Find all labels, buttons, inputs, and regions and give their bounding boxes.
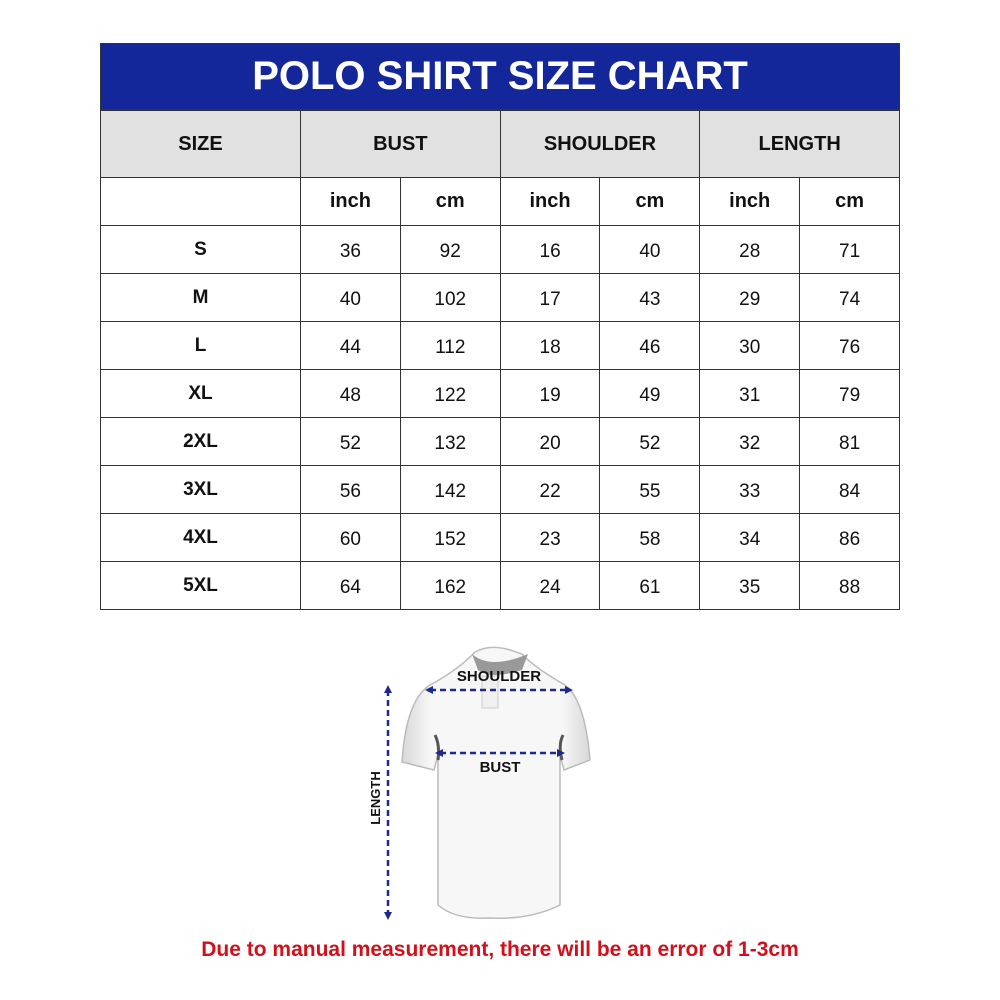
value-cell: 36 <box>300 225 401 274</box>
size-table: SIZE BUST SHOULDER LENGTH inch cm inch c… <box>100 110 900 610</box>
value-cell: 79 <box>799 369 900 418</box>
measurement-note: Due to manual measurement, there will be… <box>201 938 799 961</box>
unit-header: cm <box>399 177 501 226</box>
value-cell: 52 <box>300 417 401 466</box>
unit-header: cm <box>599 177 701 226</box>
value-cell: 102 <box>399 273 501 322</box>
value-cell: 32 <box>699 417 801 466</box>
value-cell: 24 <box>499 561 601 610</box>
value-cell: 35 <box>699 561 801 610</box>
size-cell: XL <box>100 369 301 418</box>
value-cell: 142 <box>399 465 501 514</box>
value-cell: 64 <box>300 561 401 610</box>
value-cell: 74 <box>799 273 900 322</box>
value-cell: 18 <box>499 321 601 370</box>
group-header-row: SIZE BUST SHOULDER LENGTH <box>100 110 900 178</box>
value-cell: 71 <box>799 225 900 274</box>
table-row: 5XL 64 162 24 61 35 88 <box>100 561 900 610</box>
unit-header: inch <box>300 177 401 226</box>
value-cell: 162 <box>399 561 501 610</box>
bust-header: BUST <box>300 110 501 178</box>
value-cell: 46 <box>599 321 701 370</box>
value-cell: 58 <box>599 513 701 562</box>
value-cell: 30 <box>699 321 801 370</box>
size-cell: L <box>100 321 301 370</box>
value-cell: 40 <box>599 225 701 274</box>
value-cell: 33 <box>699 465 801 514</box>
table-row: 2XL 52 132 20 52 32 81 <box>100 417 900 466</box>
shoulder-label: SHOULDER <box>457 668 541 685</box>
value-cell: 81 <box>799 417 900 466</box>
value-cell: 122 <box>399 369 501 418</box>
value-cell: 52 <box>599 417 701 466</box>
value-cell: 17 <box>499 273 601 322</box>
empty-cell <box>100 177 301 226</box>
shoulder-header: SHOULDER <box>499 110 701 178</box>
value-cell: 16 <box>499 225 601 274</box>
value-cell: 56 <box>300 465 401 514</box>
value-cell: 49 <box>599 369 701 418</box>
length-header: LENGTH <box>699 110 900 178</box>
value-cell: 48 <box>300 369 401 418</box>
value-cell: 55 <box>599 465 701 514</box>
bust-label: BUST <box>480 759 521 776</box>
value-cell: 22 <box>499 465 601 514</box>
value-cell: 92 <box>399 225 501 274</box>
value-cell: 29 <box>699 273 801 322</box>
value-cell: 28 <box>699 225 801 274</box>
chart-title: POLO SHIRT SIZE CHART <box>100 43 900 110</box>
value-cell: 40 <box>300 273 401 322</box>
value-cell: 19 <box>499 369 601 418</box>
unit-header: inch <box>699 177 801 226</box>
unit-header-row: inch cm inch cm inch cm <box>100 177 900 226</box>
value-cell: 44 <box>300 321 401 370</box>
size-chart: POLO SHIRT SIZE CHART SIZE BUST SHOULDER… <box>100 43 900 610</box>
value-cell: 43 <box>599 273 701 322</box>
value-cell: 31 <box>699 369 801 418</box>
size-cell: M <box>100 273 301 322</box>
value-cell: 84 <box>799 465 900 514</box>
value-cell: 76 <box>799 321 900 370</box>
value-cell: 60 <box>300 513 401 562</box>
size-cell: S <box>100 225 301 274</box>
unit-header: inch <box>499 177 601 226</box>
table-row: M 40 102 17 43 29 74 <box>100 273 900 322</box>
table-row: 3XL 56 142 22 55 33 84 <box>100 465 900 514</box>
size-cell: 5XL <box>100 561 301 610</box>
shirt-diagram: SHOULDER BUST LENGTH <box>360 640 620 930</box>
size-cell: 4XL <box>100 513 301 562</box>
length-label: LENGTH <box>368 771 383 824</box>
table-row: XL 48 122 19 49 31 79 <box>100 369 900 418</box>
size-cell: 3XL <box>100 465 301 514</box>
size-header: SIZE <box>100 110 301 178</box>
value-cell: 132 <box>399 417 501 466</box>
polo-shirt-image <box>401 646 591 919</box>
value-cell: 61 <box>599 561 701 610</box>
value-cell: 152 <box>399 513 501 562</box>
size-cell: 2XL <box>100 417 301 466</box>
table-row: S 36 92 16 40 28 71 <box>100 225 900 274</box>
table-row: L 44 112 18 46 30 76 <box>100 321 900 370</box>
value-cell: 88 <box>799 561 900 610</box>
unit-header: cm <box>799 177 900 226</box>
value-cell: 23 <box>499 513 601 562</box>
value-cell: 86 <box>799 513 900 562</box>
value-cell: 20 <box>499 417 601 466</box>
value-cell: 34 <box>699 513 801 562</box>
table-row: 4XL 60 152 23 58 34 86 <box>100 513 900 562</box>
value-cell: 112 <box>399 321 501 370</box>
